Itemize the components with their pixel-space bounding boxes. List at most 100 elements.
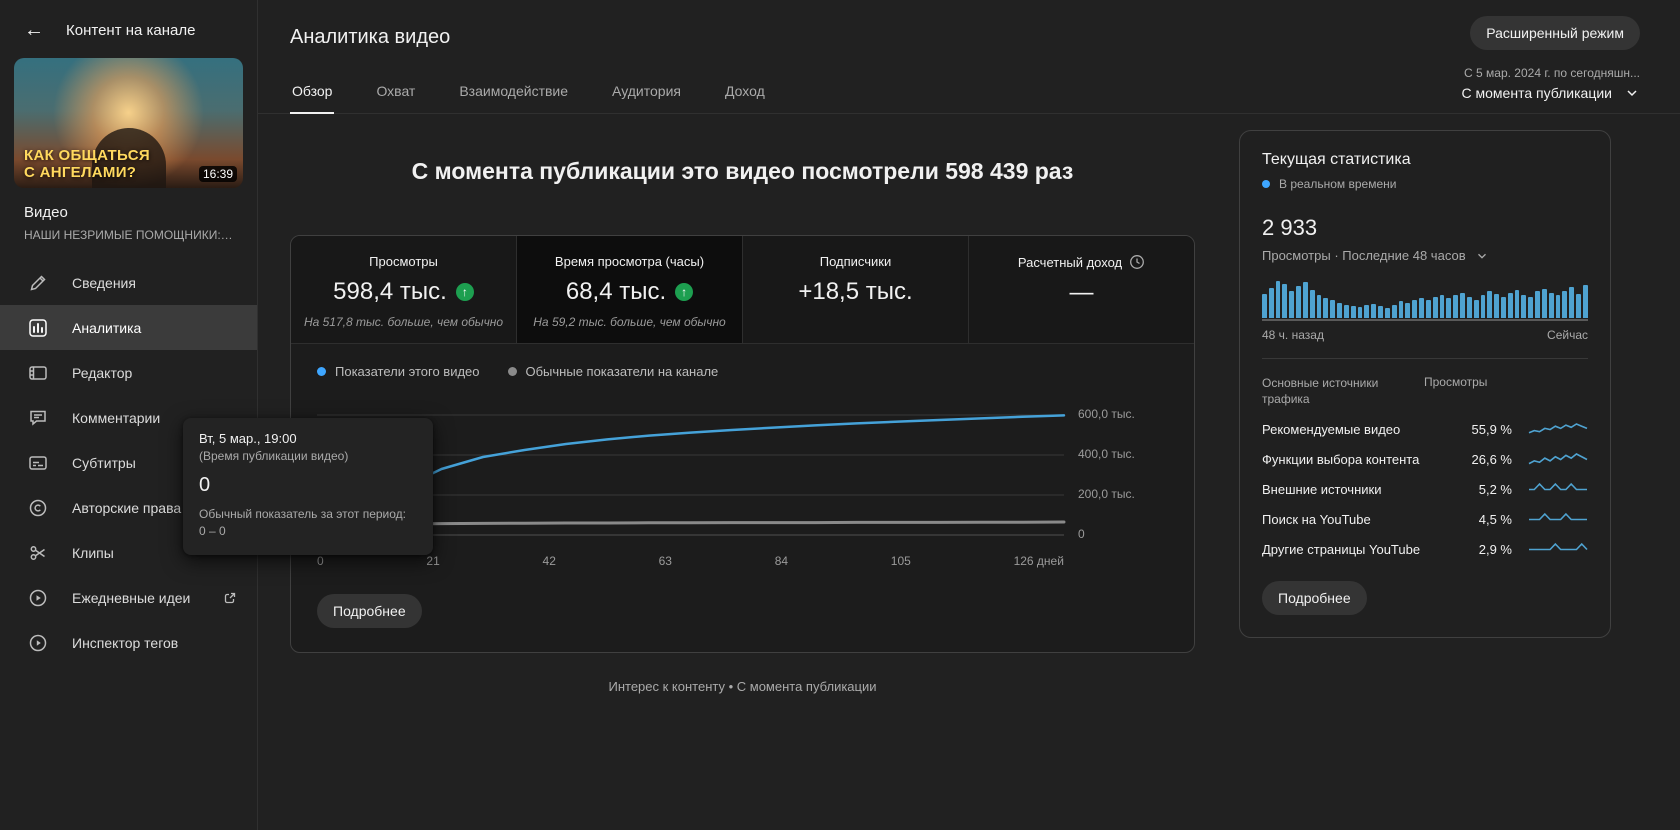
details-button[interactable]: Подробнее — [317, 594, 422, 628]
tag-inspector-icon — [29, 634, 47, 651]
realtime-count-selector[interactable]: Просмотры · Последние 48 часов — [1262, 248, 1588, 263]
thumbnail-figure — [91, 128, 166, 188]
metric-value: — — [1069, 279, 1094, 306]
sidebar-item-comments[interactable]: Комментарии — [0, 395, 257, 440]
metric-cards: Просмотры 598,4 тыс. ↑ На 517,8 тыс. бол… — [291, 236, 1194, 344]
copyright-icon — [29, 499, 47, 516]
analytics-icon — [29, 318, 47, 337]
traffic-source-row[interactable]: Другие страницы YouTube 2,9 % — [1262, 541, 1588, 557]
realtime-bar — [1548, 292, 1554, 318]
sidebar: ← Контент на канале КАК ОБЩАТЬСЯ С АНГЕЛ… — [0, 0, 258, 830]
realtime-bar — [1275, 281, 1281, 318]
sidebar-item-details[interactable]: Сведения — [0, 260, 257, 305]
metric-value: 68,4 тыс. ↑ — [527, 278, 732, 306]
main-area: Расширенный режим С 5 мар. 2024 г. по се… — [258, 0, 1680, 830]
realtime-bar — [1391, 304, 1397, 318]
metric-value: +18,5 тыс. — [798, 278, 913, 305]
sidebar-header: ← Контент на канале — [0, 0, 257, 52]
sidebar-title: Контент на канале — [66, 21, 196, 39]
metric-label: Расчетный доход — [979, 254, 1184, 270]
realtime-bar — [1521, 294, 1527, 318]
sidebar-menu: Сведения Аналитика Редактор Комментарии … — [0, 260, 257, 665]
metric-note: На 59,2 тыс. больше, чем обычно — [533, 315, 726, 329]
sidebar-item-tag-inspector[interactable]: Инспектор тегов — [0, 620, 257, 665]
realtime-card: Текущая статистика В реальном времени 2 … — [1239, 130, 1611, 639]
traffic-source-row[interactable]: Поиск на YouTube 4,5 % — [1262, 511, 1588, 527]
page-title: Аналитика видео — [290, 26, 451, 48]
realtime-count: 2 933 — [1262, 215, 1318, 240]
realtime-bar — [1309, 289, 1315, 318]
realtime-bar — [1555, 295, 1561, 318]
sidebar-item-analytics[interactable]: Аналитика — [0, 305, 257, 350]
video-label: Видео — [24, 204, 68, 221]
tab-engagement[interactable]: Взаимодействие — [459, 83, 569, 99]
realtime-bar — [1357, 307, 1363, 318]
traffic-sparkline-0 — [1528, 423, 1588, 434]
video-meta: Видео НАШИ НЕЗРИМЫЕ ПОМОЩНИКИ: ... — [0, 188, 257, 250]
realtime-bar — [1453, 295, 1459, 318]
realtime-details-button[interactable]: Подробнее — [1262, 581, 1367, 616]
views-headline: С момента публикации это видео посмотрел… — [411, 158, 1074, 184]
metric-note: На 517,8 тыс. больше, чем обычно — [303, 315, 504, 329]
x-axis-ticks: 0 21 42 63 84 105 126 дней — [317, 554, 1168, 568]
traffic-source-row[interactable]: Внешние источники 5,2 % — [1262, 481, 1588, 497]
traffic-sparkline-2 — [1529, 483, 1587, 491]
metric-value: 598,4 тыс. ↑ — [301, 278, 506, 306]
realtime-bar — [1337, 302, 1342, 318]
metric-label: Подписчики — [819, 254, 892, 269]
traffic-sources-header: Основные источники трафика Просмотры — [1262, 375, 1488, 407]
thumbnail-overlay-text: КАК ОБЩАТЬСЯ С АНГЕЛАМИ? — [24, 147, 150, 182]
realtime-bar — [1378, 306, 1383, 318]
tooltip-subtitle: (Время публикации видео) — [199, 449, 349, 463]
engagement-chart-plot[interactable]: 600,0 тыс. 400,0 тыс. 200,0 тыс. 0 — [312, 395, 1135, 545]
video-thumbnail[interactable]: КАК ОБЩАТЬСЯ С АНГЕЛАМИ? 16:39 — [14, 58, 243, 188]
sidebar-item-subtitles[interactable]: Субтитры — [0, 440, 257, 485]
sidebar-item-daily-ideas[interactable]: Ежедневные идеи — [0, 575, 257, 620]
realtime-bar — [1343, 304, 1349, 318]
metric-card-views[interactable]: Просмотры 598,4 тыс. ↑ На 517,8 тыс. бол… — [291, 236, 517, 343]
metric-card-subscribers[interactable]: Подписчики +18,5 тыс. — [743, 236, 969, 343]
metric-card-watch-time[interactable]: Время просмотра (часы) 68,4 тыс. ↑ На 59… — [517, 236, 743, 343]
realtime-bar — [1398, 301, 1404, 318]
traffic-source-row[interactable]: Рекомендуемые видео 55,9 % — [1262, 421, 1588, 437]
realtime-live-row: В реальном времени — [1262, 177, 1588, 191]
x-axis-tick: 105 — [890, 554, 911, 568]
chevron-down-icon — [1477, 253, 1486, 259]
chart-tooltip: Вт, 5 мар., 19:00 (Время публикации виде… — [183, 418, 433, 555]
x-axis-tick: 42 — [542, 554, 556, 568]
traffic-source-row[interactable]: Функции выбора контента 26,6 % — [1262, 451, 1588, 467]
period-selector[interactable]: С момента публикации — [1462, 85, 1640, 101]
tab-audience[interactable]: Аудитория — [612, 83, 681, 99]
advanced-mode-button[interactable]: Расширенный режим — [1470, 16, 1640, 50]
tooltip-title: Вт, 5 мар., 19:00 — [199, 431, 297, 446]
live-dot-icon — [1262, 180, 1270, 188]
clock-icon — [1130, 255, 1145, 269]
sidebar-item-clips[interactable]: Клипы — [0, 530, 257, 575]
back-arrow-icon[interactable]: ← — [24, 19, 44, 41]
tab-overview[interactable]: Обзор — [290, 75, 335, 114]
y-axis-tick: 0 — [1078, 527, 1085, 541]
sidebar-item-copyright[interactable]: Авторские права — [0, 485, 257, 530]
content-row: С момента публикации это видео посмотрел… — [290, 130, 1680, 694]
header-controls: Расширенный режим С 5 мар. 2024 г. по се… — [1462, 16, 1640, 101]
realtime-bar — [1541, 288, 1547, 318]
subtitles-icon — [29, 455, 47, 470]
key-metrics-panel: Просмотры 598,4 тыс. ↑ На 517,8 тыс. бол… — [290, 235, 1195, 653]
tab-revenue[interactable]: Доход — [724, 83, 765, 99]
legend-item-typical: Обычные показатели на канале — [507, 364, 718, 379]
metric-card-revenue[interactable]: Расчетный доход — — [969, 236, 1194, 343]
realtime-bar — [1582, 284, 1588, 318]
tooltip-value: 0 — [199, 474, 211, 496]
tooltip-note: Обычный показатель за этот период: 0 – 0 — [199, 507, 406, 539]
realtime-bar — [1323, 298, 1329, 318]
realtime-bar — [1500, 296, 1506, 318]
realtime-bar — [1528, 296, 1534, 318]
tab-reach[interactable]: Охват — [376, 83, 416, 99]
sidebar-item-editor[interactable]: Редактор — [0, 350, 257, 395]
x-axis-tick: 0 — [317, 554, 324, 568]
chart-footer-note: Интерес к контенту • С момента публикаци… — [608, 679, 877, 694]
realtime-bar — [1514, 289, 1520, 318]
realtime-bar-chart — [1262, 281, 1588, 321]
x-axis-tick: 21 — [426, 554, 440, 568]
